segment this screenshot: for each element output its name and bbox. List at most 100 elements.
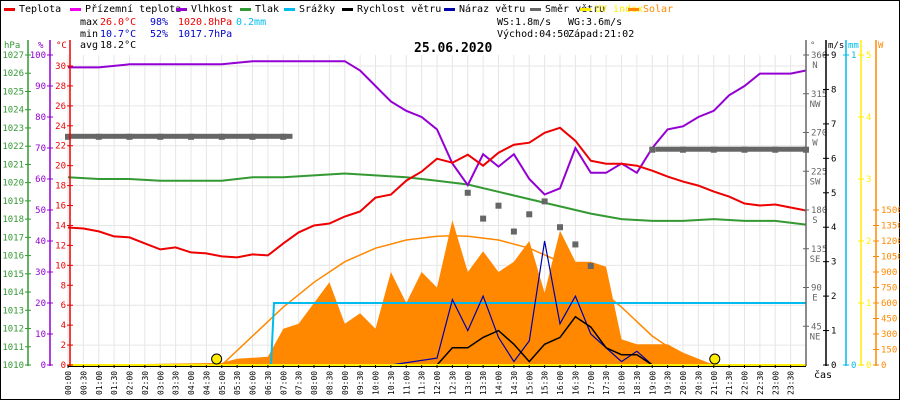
pressure-tick-label: 1019 <box>2 197 24 207</box>
wind-direction-point <box>526 211 533 218</box>
direction-compass-label: W <box>812 139 818 149</box>
solar-tick-label: 750 <box>881 284 897 294</box>
x-tick-label: 18:30 <box>633 371 642 395</box>
x-tick-label: 20:30 <box>694 371 703 395</box>
x-tick-label: 13:30 <box>479 371 488 395</box>
legend-swatch-3 <box>240 8 251 11</box>
grid <box>67 55 807 365</box>
stat-min-temp: 10.7°C <box>100 29 136 40</box>
solar-tick-label: 450 <box>881 315 897 325</box>
temperature-tick-label: 14 <box>55 221 66 231</box>
wind-tick-label: 7 <box>831 120 836 130</box>
x-tick-label: 14:00 <box>495 371 504 395</box>
solar-tick-label: 1500 <box>881 206 900 216</box>
stat-max-label: max <box>80 17 98 28</box>
stat-sunset: Západ:21:02 <box>568 28 634 40</box>
direction-compass-label: NE <box>810 332 821 342</box>
x-tick-label: 17:00 <box>587 371 596 395</box>
x-tick-label: 19:30 <box>664 371 673 395</box>
wind-direction-point <box>649 146 656 153</box>
x-tick-label: 13:00 <box>464 371 473 395</box>
direction-compass-label: NW <box>810 100 821 110</box>
x-tick-label: 04:00 <box>187 371 196 395</box>
wind-speed-line <box>68 315 806 366</box>
x-tick-label: 18:00 <box>618 371 627 395</box>
pressure-tick-label: 1010 <box>2 361 24 371</box>
stat-min-label: min <box>80 29 98 40</box>
legend-label: Přízemní teplota <box>85 3 181 15</box>
humidity-tick-label: 40 <box>35 237 46 247</box>
x-tick-label: 22:00 <box>741 371 750 395</box>
stat-rain: 0.2mm <box>236 17 266 28</box>
uv-tick-label: 4 <box>866 113 871 123</box>
x-tick-label: 07:30 <box>295 371 304 395</box>
humidity-tick-label: 20 <box>35 299 46 309</box>
legend-label: Směr větru <box>545 3 605 15</box>
direction-tick-label: 135 <box>811 245 827 255</box>
rain-unit-label: mm <box>848 41 859 51</box>
chart-title: 25.06.2020 <box>414 41 492 56</box>
temperature-tick-label: 10 <box>55 261 66 271</box>
temperature-tick-label: 12 <box>55 241 66 251</box>
wind-tick-label: 5 <box>831 189 836 199</box>
legend-swatch-0 <box>4 8 15 11</box>
humidity-tick-label: 10 <box>35 330 46 340</box>
x-tick-label: 03:30 <box>172 371 181 395</box>
pressure-tick-label: 1024 <box>2 106 24 116</box>
pressure-line <box>67 172 807 226</box>
x-tick-label: 08:00 <box>310 371 319 395</box>
solar-tick-label: 300 <box>881 330 897 340</box>
temperature-tick-label: 0 <box>61 361 66 371</box>
temperature-tick-label: 24 <box>55 122 66 132</box>
x-tick-label: 12:30 <box>448 371 457 395</box>
temperature-tick-label: 28 <box>55 82 66 92</box>
x-axis-label: čas <box>814 369 832 381</box>
humidity-tick-label: 60 <box>35 175 46 185</box>
uv-tick-label: 2 <box>866 237 871 247</box>
solar-tick-label: 1350 <box>881 222 900 232</box>
legend-label: Srážky <box>299 3 335 15</box>
direction-tick-label: 270 <box>811 129 827 139</box>
sunset-marker <box>709 353 721 365</box>
direction-tick-label: 225 <box>811 167 827 177</box>
pressure-unit-label: hPa <box>4 41 20 51</box>
x-tick-label: 23:00 <box>771 371 780 395</box>
x-tick-label: 04:30 <box>202 371 211 395</box>
wind-tick-label: 4 <box>831 223 836 233</box>
x-tick-label: 16:00 <box>556 371 565 395</box>
x-tick-label: 23:30 <box>787 371 796 395</box>
x-tick-label: 11:30 <box>418 371 427 395</box>
x-tick-label: 11:00 <box>402 371 411 395</box>
uv-tick-label: 0 <box>866 361 871 371</box>
pressure-tick-label: 1018 <box>2 215 24 225</box>
wind-tick-label: 0 <box>831 361 836 371</box>
x-tick-label: 01:00 <box>95 371 104 395</box>
pressure-tick-label: 1012 <box>2 325 24 335</box>
pressure-tick-label: 1011 <box>2 343 24 353</box>
x-tick-label: 05:30 <box>233 371 242 395</box>
wind-tick-label: 2 <box>831 292 836 302</box>
temperature-tick-label: 26 <box>55 102 66 112</box>
stat-avg-temp: 18.2°C <box>100 40 136 51</box>
humidity-tick-label: 0 <box>41 361 46 371</box>
pressure-tick-label: 1023 <box>2 124 24 134</box>
temperature-tick-label: 20 <box>55 162 66 172</box>
legend-label: Solar <box>643 4 673 15</box>
temperature-tick-label: 6 <box>61 301 66 311</box>
pressure-tick-label: 1021 <box>2 160 24 170</box>
x-tick-label: 14:30 <box>510 371 519 395</box>
legend-label: Rychlost větru <box>357 3 441 15</box>
stat-sunrise: Východ:04:50 <box>497 28 569 40</box>
pressure-tick-label: 1027 <box>2 51 24 61</box>
x-tick-label: 19:00 <box>648 371 657 395</box>
wind-tick-label: 8 <box>831 85 836 95</box>
wind-direction-point <box>464 189 471 196</box>
pressure-tick-label: 1025 <box>2 87 24 97</box>
solar-tick-label: 0 <box>881 361 886 371</box>
sunrise-marker <box>211 353 223 365</box>
legend-swatch-4 <box>284 8 295 11</box>
x-tick-label: 01:30 <box>110 371 119 395</box>
uv-tick-label: 5 <box>866 51 871 61</box>
legend-swatch-8 <box>580 8 591 11</box>
solar-tick-label: 150 <box>881 346 897 356</box>
